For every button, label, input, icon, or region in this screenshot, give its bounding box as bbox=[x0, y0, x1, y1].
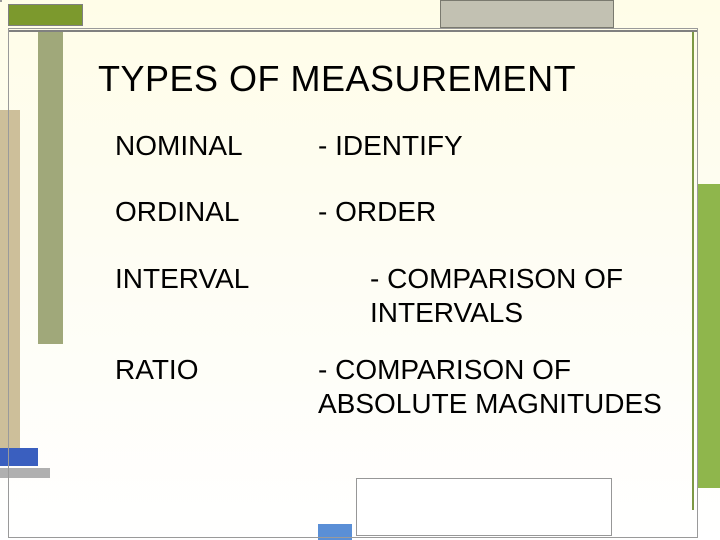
desc-ordinal: - ORDER bbox=[318, 196, 675, 228]
deco-inner-frame bbox=[0, 0, 2, 2]
label-interval: INTERVAL bbox=[115, 262, 300, 329]
deco-right-green bbox=[697, 184, 720, 488]
deco-top-right-gray bbox=[440, 0, 614, 28]
row-nominal: NOMINAL - IDENTIFY bbox=[115, 130, 675, 162]
desc-interval: - COMPARISON OF INTERVALS bbox=[318, 262, 675, 329]
content-area: NOMINAL - IDENTIFY ORDINAL - ORDER INTER… bbox=[115, 130, 675, 444]
label-nominal: NOMINAL bbox=[115, 130, 300, 162]
row-ratio: RATIO - COMPARISON OF ABSOLUTE MAGNITUDE… bbox=[115, 353, 675, 420]
label-ratio: RATIO bbox=[115, 353, 300, 420]
row-interval: INTERVAL - COMPARISON OF INTERVALS bbox=[115, 262, 675, 329]
label-ordinal: ORDINAL bbox=[115, 196, 300, 228]
desc-ratio: - COMPARISON OF ABSOLUTE MAGNITUDES bbox=[318, 353, 675, 420]
slide-title: TYPES OF MEASUREMENT bbox=[98, 58, 576, 100]
row-ordinal: ORDINAL - ORDER bbox=[115, 196, 675, 228]
desc-nominal: - IDENTIFY bbox=[318, 130, 675, 162]
deco-top-green bbox=[8, 4, 83, 26]
